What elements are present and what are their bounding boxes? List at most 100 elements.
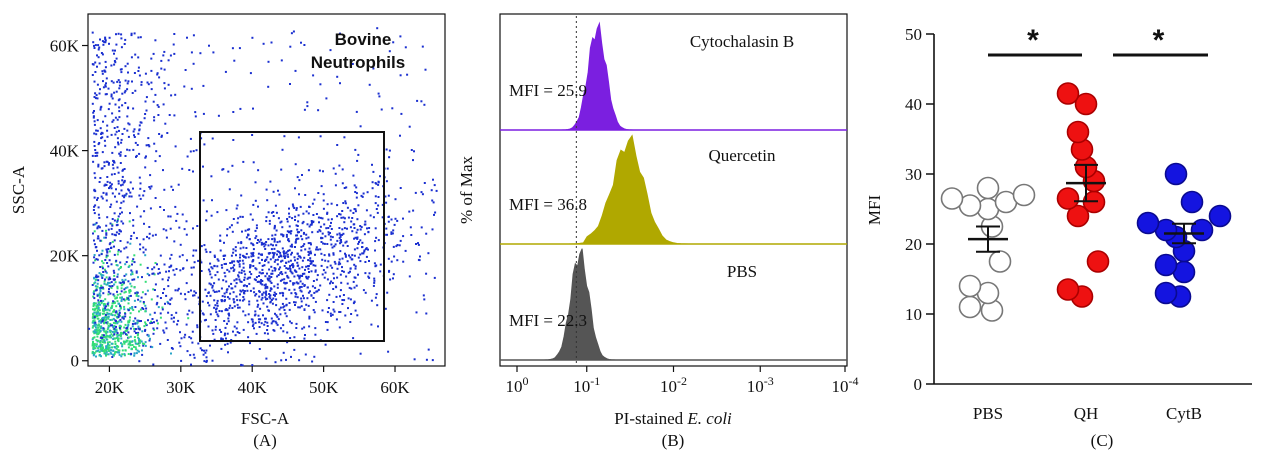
event-dot [333,245,336,248]
event-dot [108,102,111,105]
x-tick-label: 100 [506,374,529,396]
event-dot [106,262,109,264]
event-dot [202,165,204,168]
event-dot [95,311,98,314]
event-dot [232,248,235,251]
event-dot [158,155,161,158]
event-dot [269,297,272,300]
event-dot [197,259,200,262]
event-dot [96,227,99,230]
event-dot [417,242,419,245]
event-dot [359,352,362,355]
event-dot [289,232,292,235]
event-dot [94,302,97,305]
event-dot [248,228,251,231]
event-dot [279,306,282,309]
event-dot [208,270,211,273]
event-dot [232,139,235,141]
event-dot [203,143,206,146]
data-point [1190,218,1214,242]
event-dot [162,54,165,57]
event-dot [388,149,391,152]
event-dot [116,332,119,335]
event-dot [116,118,119,121]
event-dot [192,266,195,269]
event-dot [108,281,111,284]
event-dot [134,89,137,92]
event-dot [126,328,129,331]
event-dot [140,340,143,343]
event-dot [193,356,196,359]
event-dot [294,241,297,244]
event-dot [325,227,328,230]
event-dot [146,333,149,336]
event-dot [121,353,124,356]
event-dot [127,309,130,312]
event-dot [111,112,114,115]
event-dot [272,215,275,217]
event-dot [105,248,108,251]
event-dot [290,243,293,246]
event-dot [118,311,121,314]
event-dot [95,94,98,97]
event-dot [186,313,189,316]
event-dot [321,309,324,312]
event-dot [233,325,236,328]
event-dot [163,188,166,191]
event-dot [95,350,98,353]
data-point [1180,190,1204,214]
event-dot [115,188,117,191]
event-dot [279,279,282,282]
event-dot [290,322,293,325]
event-dot [106,180,109,183]
event-dot [190,51,193,54]
event-dot [245,252,248,255]
event-dot [136,144,139,146]
event-dot [256,299,259,302]
event-dot [110,173,113,176]
event-dot [378,95,381,98]
event-dot [307,275,310,278]
event-dot [359,253,362,256]
event-dot [320,237,323,240]
event-dot [118,229,121,232]
event-dot [255,268,258,271]
event-dot [248,238,251,241]
event-dot [263,264,266,267]
event-dot [255,293,258,296]
event-dot [249,289,252,292]
event-dot [310,261,313,263]
event-dot [216,304,219,307]
event-dot [330,218,333,221]
event-dot [339,311,342,313]
event-dot [118,152,121,155]
data-point [1154,253,1178,277]
event-dot [311,360,314,363]
event-dot [279,266,282,269]
event-dot [128,343,131,346]
event-dot [385,148,388,151]
event-dot [294,219,296,221]
event-dot [301,238,304,241]
event-dot [133,136,136,138]
event-dot [216,271,219,274]
event-dot [145,109,148,112]
event-dot [247,276,250,279]
event-dot [105,308,108,311]
event-dot [116,300,119,303]
event-dot [123,342,126,345]
event-dot [250,242,253,245]
event-dot [127,336,130,339]
event-dot [223,263,226,265]
event-dot [219,249,222,252]
event-dot [274,204,277,207]
y-tick-label: 0 [914,375,923,394]
event-dot [163,87,166,90]
event-dot [324,271,327,274]
event-dot [368,227,371,229]
event-dot [243,279,246,281]
event-dot [432,201,435,204]
event-dot [271,234,274,237]
event-dot [185,282,188,285]
event-dot [269,301,272,304]
